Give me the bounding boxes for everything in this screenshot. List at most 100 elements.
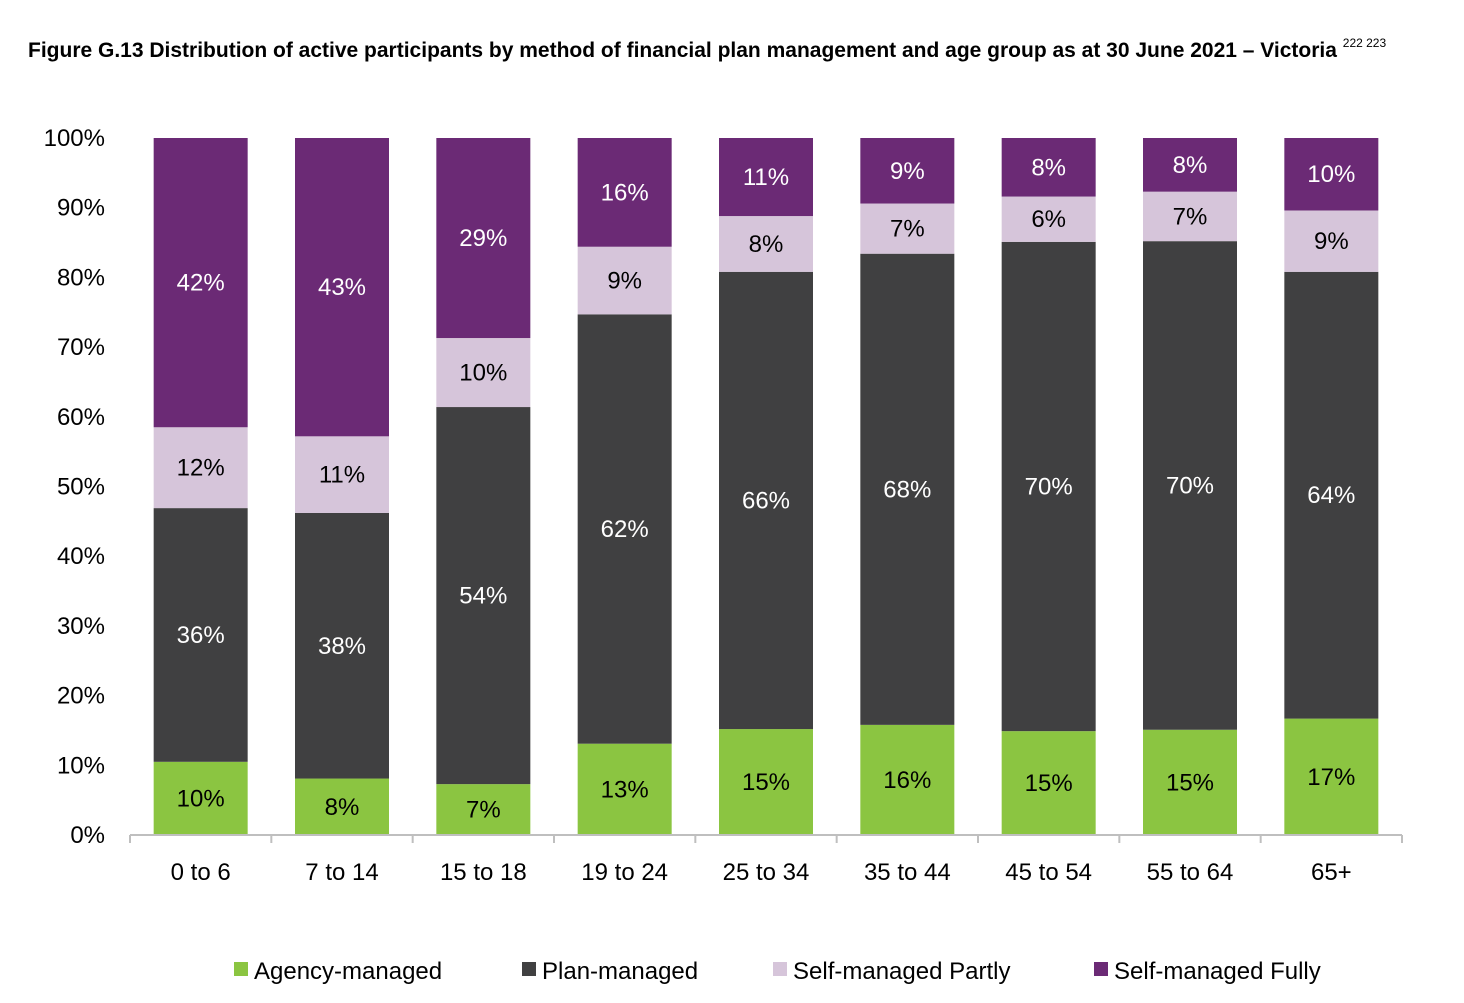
bar-segment-plan bbox=[295, 512, 389, 779]
bar-segment-agency bbox=[719, 729, 813, 835]
bar-segment-agency bbox=[1143, 729, 1237, 835]
data-label: 68% bbox=[883, 476, 931, 503]
bar-segment-plan bbox=[577, 314, 672, 744]
bar-segment-partly bbox=[1284, 210, 1379, 272]
data-label: 17% bbox=[1307, 764, 1355, 791]
data-label: 10% bbox=[1307, 161, 1355, 188]
y-tick-label: 50% bbox=[57, 474, 105, 501]
data-label: 12% bbox=[177, 455, 225, 482]
y-tick-label: 0% bbox=[70, 822, 105, 849]
bar-segment-plan bbox=[1001, 241, 1096, 732]
x-tick-label: 25 to 34 bbox=[723, 859, 810, 886]
y-tick-label: 40% bbox=[57, 543, 105, 570]
y-tick-label: 70% bbox=[57, 334, 105, 361]
data-label: 15% bbox=[1025, 770, 1073, 797]
bar-segment-plan bbox=[860, 253, 955, 725]
data-label: 11% bbox=[743, 164, 789, 191]
data-label: 64% bbox=[1307, 482, 1355, 509]
bar-segment-fully bbox=[436, 138, 531, 339]
x-tick-label: 15 to 18 bbox=[440, 859, 527, 886]
data-label: 36% bbox=[177, 622, 225, 649]
legend-label: Self-managed Fully bbox=[1114, 958, 1321, 985]
legend-label: Agency-managed bbox=[254, 958, 442, 985]
legend-label: Self-managed Partly bbox=[793, 958, 1010, 985]
data-label: 13% bbox=[601, 776, 649, 803]
legend-swatch-fully bbox=[1094, 962, 1108, 976]
data-label: 8% bbox=[749, 231, 784, 258]
data-label: 10% bbox=[177, 785, 225, 812]
data-label: 16% bbox=[883, 767, 931, 794]
x-tick-label: 55 to 64 bbox=[1147, 859, 1234, 886]
y-tick-label: 60% bbox=[57, 404, 105, 431]
data-label: 8% bbox=[325, 794, 360, 821]
data-label: 70% bbox=[1166, 472, 1214, 499]
bar-segment-plan bbox=[1284, 271, 1379, 719]
bar-segment-agency bbox=[1001, 731, 1096, 835]
bar-segment-partly bbox=[1143, 191, 1237, 242]
data-label: 6% bbox=[1031, 206, 1066, 233]
x-tick-label: 7 to 14 bbox=[305, 859, 378, 886]
bar-segment-agency bbox=[577, 743, 672, 835]
x-tick-label: 65+ bbox=[1311, 859, 1352, 886]
data-label: 38% bbox=[318, 633, 366, 660]
bar-segment-partly bbox=[577, 246, 672, 315]
bar-segment-agency bbox=[1284, 718, 1379, 835]
bar-segment-partly bbox=[719, 216, 813, 272]
data-label: 7% bbox=[1173, 203, 1208, 230]
bar-segment-fully bbox=[295, 138, 389, 437]
data-label: 9% bbox=[1314, 228, 1349, 255]
data-label: 7% bbox=[890, 216, 925, 243]
bar-segment-plan bbox=[436, 407, 531, 785]
data-label: 66% bbox=[742, 487, 790, 514]
legend-swatch-agency bbox=[234, 962, 248, 976]
data-label: 62% bbox=[601, 516, 649, 543]
data-label: 8% bbox=[1031, 154, 1066, 181]
data-label: 54% bbox=[459, 583, 507, 610]
data-label: 42% bbox=[177, 270, 225, 297]
bar-segment-fully bbox=[860, 138, 955, 204]
data-label: 7% bbox=[466, 797, 501, 824]
data-label: 43% bbox=[318, 274, 366, 301]
data-label: 70% bbox=[1025, 474, 1073, 501]
data-label: 16% bbox=[601, 179, 649, 206]
bar-segment-fully bbox=[1143, 138, 1237, 192]
bar-segment-partly bbox=[153, 427, 248, 509]
data-label: 15% bbox=[1166, 769, 1214, 796]
legend-swatch-plan bbox=[522, 962, 536, 976]
y-tick-label: 10% bbox=[57, 752, 105, 779]
bar-segment-fully bbox=[153, 138, 248, 428]
bar-segment-partly bbox=[295, 436, 389, 513]
bar-segment-agency bbox=[436, 784, 531, 835]
data-label: 15% bbox=[742, 769, 790, 796]
data-label: 9% bbox=[607, 268, 642, 295]
data-label: 29% bbox=[459, 225, 507, 252]
data-label: 11% bbox=[319, 462, 365, 489]
figure-title-text: Figure G.13 Distribution of active parti… bbox=[28, 39, 1337, 62]
bar-segment-fully bbox=[1284, 138, 1379, 211]
bar-segment-agency bbox=[153, 761, 248, 835]
x-tick-label: 19 to 24 bbox=[581, 859, 668, 886]
legend-swatch-partly bbox=[773, 962, 787, 976]
data-label: 10% bbox=[459, 360, 507, 387]
data-label: 8% bbox=[1173, 152, 1208, 179]
y-tick-label: 80% bbox=[57, 264, 105, 291]
bar-segment-partly bbox=[860, 203, 955, 254]
bar-segment-plan bbox=[153, 508, 248, 762]
figure-title: Figure G.13 Distribution of active parti… bbox=[28, 30, 1448, 66]
bar-segment-fully bbox=[1001, 138, 1096, 197]
bar-segment-partly bbox=[436, 338, 531, 408]
bar-segment-partly bbox=[1001, 196, 1096, 242]
data-label: 9% bbox=[890, 158, 925, 185]
footnote-refs: 222 223 bbox=[1342, 36, 1387, 50]
legend-label: Plan-managed bbox=[542, 958, 698, 985]
y-tick-label: 30% bbox=[57, 613, 105, 640]
y-tick-label: 90% bbox=[57, 195, 105, 222]
x-tick-label: 35 to 44 bbox=[864, 859, 951, 886]
bar-segment-agency bbox=[860, 724, 955, 835]
y-tick-label: 20% bbox=[57, 683, 105, 710]
bar-segment-plan bbox=[1143, 241, 1237, 730]
bar-segment-agency bbox=[295, 778, 389, 835]
bar-segment-fully bbox=[719, 138, 813, 217]
x-tick-label: 45 to 54 bbox=[1005, 859, 1092, 886]
